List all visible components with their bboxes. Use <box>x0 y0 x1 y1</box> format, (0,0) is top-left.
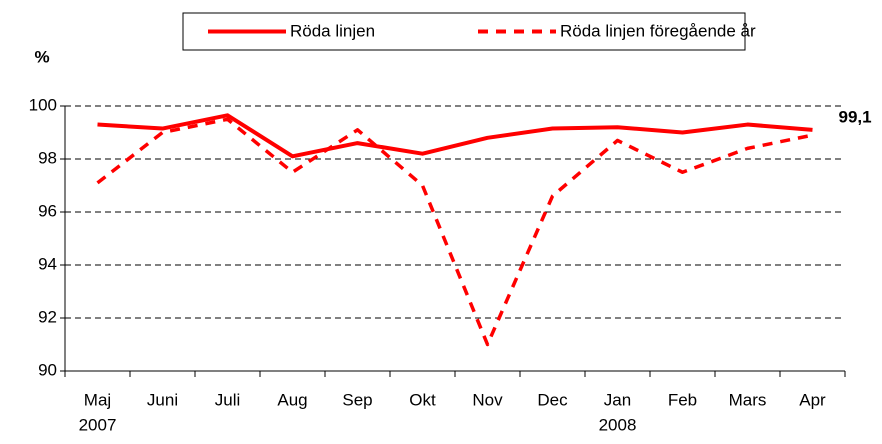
series-line <box>97 113 813 159</box>
legend-label: Röda linjen <box>290 21 375 40</box>
x-tick-label: Nov <box>472 390 503 409</box>
x-tick-label: Mars <box>729 390 767 409</box>
year-label: 2008 <box>599 415 637 434</box>
x-tick-label: Okt <box>409 390 436 409</box>
x-tick-label: Apr <box>799 390 826 409</box>
x-tick-label: Juli <box>215 390 241 409</box>
x-tick-label: Jan <box>604 390 631 409</box>
value-label: 99,1 <box>839 107 872 126</box>
x-tick-label: Dec <box>537 390 568 409</box>
x-tick-label: Feb <box>668 390 697 409</box>
legend-label: Röda linjen föregående år <box>560 21 756 40</box>
x-tick-label: Juni <box>147 390 178 409</box>
y-tick-label: 98 <box>38 148 57 167</box>
y-tick-label: 94 <box>38 254 57 273</box>
x-tick-label: Maj <box>84 390 111 409</box>
y-axis-label: % <box>34 47 49 66</box>
y-tick-label: 90 <box>38 360 57 379</box>
series-line <box>96 117 813 347</box>
y-tick-label: 100 <box>29 95 57 114</box>
x-tick-label: Sep <box>342 390 372 409</box>
x-tick-label: Aug <box>277 390 307 409</box>
year-label: 2007 <box>79 415 117 434</box>
y-tick-label: 92 <box>38 307 57 326</box>
y-tick-label: 96 <box>38 201 57 220</box>
